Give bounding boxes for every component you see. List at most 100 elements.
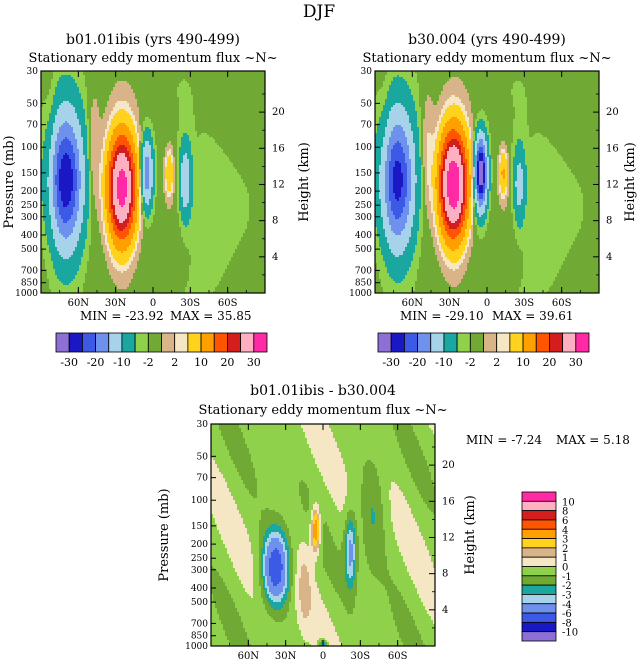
contour-fill-cell xyxy=(91,137,104,140)
contour-fill-cell xyxy=(179,155,184,158)
contour-fill-cell xyxy=(137,129,142,132)
contour-fill-cell xyxy=(111,151,116,154)
contour-fill-cell xyxy=(489,123,514,126)
contour-fill-cell xyxy=(375,87,382,90)
contour-fill-cell xyxy=(441,183,444,186)
contour-fill-cell xyxy=(109,191,112,194)
contour-fill-cell xyxy=(155,171,158,174)
contour-fill-cell xyxy=(51,147,56,150)
contour-fill-cell xyxy=(473,117,478,120)
contour-fill-cell xyxy=(489,217,514,220)
contour-fill-cell xyxy=(485,189,488,192)
contour-fill-cell xyxy=(135,175,138,178)
contour-fill-cell xyxy=(167,183,172,186)
contour-fill-cell xyxy=(439,123,446,126)
contour-fill-cell xyxy=(43,157,50,160)
contour-fill-cell xyxy=(405,223,414,226)
contour-fill-cell xyxy=(101,155,104,158)
contour-fill-cell xyxy=(411,195,416,198)
contour-fill-cell xyxy=(485,169,488,172)
contour-fill-cell xyxy=(113,157,118,160)
contour-fill-cell xyxy=(451,221,456,224)
contour-fill-cell xyxy=(85,273,110,276)
contour-fill-cell xyxy=(389,189,394,192)
contour-fill-cell xyxy=(439,149,444,152)
contour-fill-cell xyxy=(139,223,142,226)
contour-fill-cell xyxy=(129,231,136,234)
contour-fill-cell xyxy=(477,197,480,200)
contour-fill-cell xyxy=(129,219,134,222)
contour-fill-cell xyxy=(375,101,386,104)
contour-fill-cell xyxy=(581,189,599,192)
contour-fill-cell xyxy=(41,243,48,246)
contour-fill-cell xyxy=(107,213,112,216)
contour-fill-cell xyxy=(471,161,474,164)
contour-fill-cell xyxy=(499,155,502,158)
contour-fill-cell xyxy=(391,205,406,208)
contour-fill-cell xyxy=(483,213,488,216)
contour-fill-cell xyxy=(431,231,436,234)
contour-fill-cell xyxy=(61,125,72,128)
contour-fill-cell xyxy=(137,231,140,234)
contour-fill-cell xyxy=(73,181,78,184)
contour-fill-cell xyxy=(59,231,74,234)
contour-fill-cell xyxy=(85,109,88,112)
contour-fill-cell xyxy=(455,161,462,164)
contour-fill-cell xyxy=(169,155,172,158)
contour-fill-cell xyxy=(421,129,424,132)
contour-fill-cell xyxy=(173,181,176,184)
contour-fill-cell xyxy=(505,171,508,174)
contour-fill-cell xyxy=(483,179,486,182)
contour-fill-cell xyxy=(575,177,599,180)
contour-fill-cell xyxy=(477,179,480,182)
contour-fill-cell xyxy=(501,195,506,198)
y-tick-label: 50 xyxy=(27,99,39,109)
contour-fill-cell xyxy=(381,155,388,158)
contour-fill-cell xyxy=(471,191,474,194)
contour-fill-cell xyxy=(91,193,94,196)
contour-fill-cell xyxy=(447,147,450,150)
contour-fill-cell xyxy=(477,133,486,136)
contour-fill-cell xyxy=(41,235,48,238)
contour-fill-cell xyxy=(445,169,450,172)
contour-fill-cell xyxy=(197,135,200,138)
contour-fill-cell xyxy=(473,133,476,136)
contour-fill-cell xyxy=(499,185,502,188)
contour-fill-cell xyxy=(113,217,118,220)
contour-fill-cell xyxy=(421,177,424,180)
contour-fill-cell xyxy=(43,213,50,216)
contour-fill-cell xyxy=(385,127,394,130)
contour-fill-cell xyxy=(69,219,78,222)
contour-fill-cell xyxy=(135,143,138,146)
contour-fill-cell xyxy=(429,219,434,222)
contour-fill-cell xyxy=(461,159,464,162)
contour-fill-cell xyxy=(583,201,599,204)
contour-fill-cell xyxy=(87,129,90,132)
contour-fill-cell xyxy=(411,199,416,202)
contour-fill-cell xyxy=(53,71,84,74)
contour-fill-cell xyxy=(415,161,422,164)
contour-fill-cell xyxy=(41,87,52,90)
contour-fill-cell xyxy=(517,203,522,206)
contour-fill-cell xyxy=(417,181,422,184)
contour-fill-cell xyxy=(465,185,468,188)
contour-fill-cell xyxy=(439,193,442,196)
contour-fill-cell xyxy=(427,175,432,178)
contour-fill-cell xyxy=(527,189,582,192)
contour-fill-cell xyxy=(135,129,138,132)
contour-fill-cell xyxy=(471,183,474,186)
contour-fill-cell xyxy=(437,195,440,198)
contour-fill-cell xyxy=(573,243,599,246)
contour-fill-cell xyxy=(473,115,478,118)
contour-fill-cell xyxy=(425,177,428,180)
contour-fill-cell xyxy=(427,211,432,214)
contour-fill-cell xyxy=(491,181,494,184)
contour-fill-cell xyxy=(375,241,380,244)
contour-fill-cell xyxy=(127,193,132,196)
contour-fill-cell xyxy=(449,169,460,172)
contour-fill-cell xyxy=(513,171,518,174)
contour-fill-cell xyxy=(105,139,112,142)
contour-fill-cell xyxy=(51,219,58,222)
contour-fill-cell xyxy=(485,221,490,224)
contour-fill-cell xyxy=(427,135,438,138)
